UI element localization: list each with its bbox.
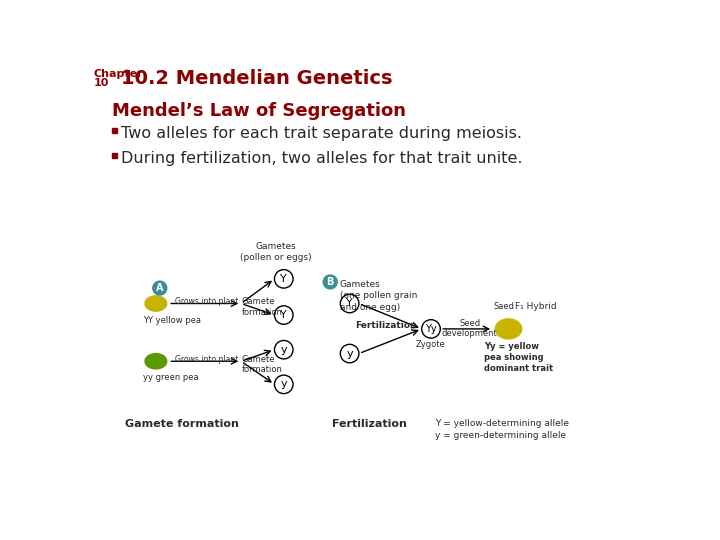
Text: Gamete
formation: Gamete formation <box>242 298 283 317</box>
Text: 10.2 Mendelian Genetics: 10.2 Mendelian Genetics <box>121 69 392 87</box>
Text: Gametes
(pollen or eggs): Gametes (pollen or eggs) <box>240 242 312 262</box>
Ellipse shape <box>495 319 522 339</box>
Text: Gametes
(one pollen grain
and one egg): Gametes (one pollen grain and one egg) <box>340 280 417 312</box>
Text: F₁ Hybrid: F₁ Hybrid <box>515 302 557 311</box>
Text: B: B <box>327 277 334 287</box>
Text: Two alleles for each trait separate during meiosis.: Two alleles for each trait separate duri… <box>121 126 522 141</box>
Text: YY yellow pea: YY yellow pea <box>143 316 201 325</box>
Text: Gamete formation: Gamete formation <box>125 419 238 429</box>
Circle shape <box>323 275 337 289</box>
Text: Fertilization: Fertilization <box>332 419 406 429</box>
Ellipse shape <box>145 296 167 311</box>
Text: During fertilization, two alleles for that trait unite.: During fertilization, two alleles for th… <box>121 151 523 166</box>
Text: y: y <box>280 379 287 389</box>
Text: Yy = yellow
pea showing
dominant trait: Yy = yellow pea showing dominant trait <box>484 342 553 373</box>
Text: Gamete
formation: Gamete formation <box>242 355 283 375</box>
Text: Seed
development: Seed development <box>442 319 498 338</box>
Text: Grows into plant: Grows into plant <box>175 298 238 306</box>
Text: Grows into plant: Grows into plant <box>175 355 238 364</box>
Text: Y: Y <box>280 274 287 284</box>
Text: Y = yellow-determining allele
y = green-determining allele: Y = yellow-determining allele y = green-… <box>435 419 569 440</box>
Text: Zygote: Zygote <box>416 340 446 349</box>
Text: y: y <box>346 348 353 359</box>
Text: Saed: Saed <box>493 302 514 311</box>
Text: yy green pea: yy green pea <box>143 373 198 382</box>
Text: Chapter: Chapter <box>94 69 143 79</box>
Text: Yy: Yy <box>426 324 437 334</box>
Ellipse shape <box>145 354 167 369</box>
Text: A: A <box>156 283 163 293</box>
Text: Fertilization: Fertilization <box>355 321 417 330</box>
Bar <box>112 128 117 133</box>
Text: Mendel’s Law of Segregation: Mendel’s Law of Segregation <box>112 102 405 120</box>
Text: 10: 10 <box>94 78 109 88</box>
Text: Y: Y <box>280 310 287 320</box>
Bar <box>112 153 117 158</box>
Circle shape <box>153 281 167 295</box>
Text: Y: Y <box>346 299 353 308</box>
Text: y: y <box>280 345 287 355</box>
